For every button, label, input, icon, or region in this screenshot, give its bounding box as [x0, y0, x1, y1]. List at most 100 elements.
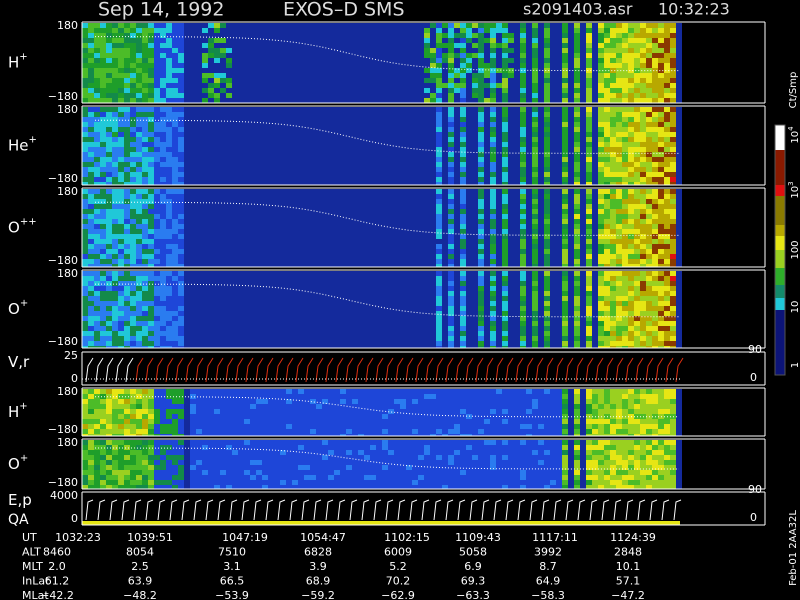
- cell: [472, 93, 478, 98]
- cell: [268, 147, 274, 152]
- cell: [118, 194, 124, 199]
- cell: [550, 199, 556, 204]
- cell: [526, 28, 532, 33]
- cell: [580, 93, 586, 98]
- cell: [328, 23, 334, 28]
- cell: [292, 117, 298, 122]
- cell: [484, 219, 490, 224]
- cell: [322, 214, 328, 219]
- cell: [526, 78, 532, 83]
- cell: [610, 107, 616, 112]
- cell: [388, 68, 394, 73]
- cell: [82, 68, 88, 73]
- cell: [280, 23, 286, 28]
- cell: [292, 53, 298, 58]
- cell: [664, 122, 670, 127]
- cell: [214, 58, 220, 63]
- cell: [148, 162, 154, 167]
- cell: [328, 264, 334, 267]
- cell: [340, 194, 346, 199]
- cell: [472, 199, 478, 204]
- cell: [502, 199, 508, 204]
- cell: [388, 117, 394, 122]
- cell: [328, 229, 334, 234]
- cell: [562, 204, 568, 209]
- cell: [118, 326, 124, 331]
- cell: [496, 172, 502, 177]
- cell: [208, 88, 214, 93]
- cell: [376, 239, 382, 244]
- cell: [418, 249, 424, 254]
- cell: [250, 38, 256, 43]
- cell: [544, 78, 550, 83]
- cell: [292, 78, 298, 83]
- cell: [82, 234, 88, 239]
- cell: [274, 48, 280, 53]
- cell: [478, 264, 484, 267]
- cell: [280, 117, 286, 122]
- cell: [346, 53, 352, 58]
- cell: [352, 259, 358, 264]
- cell: [262, 53, 268, 58]
- cell: [274, 58, 280, 63]
- cell: [106, 326, 112, 331]
- cell: [316, 122, 322, 127]
- cell: [88, 229, 94, 234]
- cell: [556, 98, 562, 103]
- cell: [526, 244, 532, 249]
- cell: [262, 28, 268, 33]
- cell: [262, 142, 268, 147]
- cell: [436, 219, 442, 224]
- cell: [628, 127, 634, 132]
- cell: [610, 214, 616, 219]
- cell: [568, 254, 574, 259]
- cell: [676, 204, 682, 209]
- cell: [394, 23, 400, 28]
- cell: [124, 182, 130, 185]
- cell: [526, 254, 532, 259]
- cell: [652, 93, 658, 98]
- cell: [166, 152, 172, 157]
- cell: [322, 172, 328, 177]
- cell: [388, 107, 394, 112]
- cell: [442, 107, 448, 112]
- cell: [622, 204, 628, 209]
- cell: [418, 172, 424, 177]
- cell: [412, 209, 418, 214]
- cell: [508, 224, 514, 229]
- cell: [130, 229, 136, 234]
- cell: [604, 219, 610, 224]
- cell: [382, 63, 388, 68]
- cell: [202, 93, 208, 98]
- cell: [334, 189, 340, 194]
- cell: [580, 229, 586, 234]
- cell: [532, 28, 538, 33]
- cell: [574, 152, 580, 157]
- cell: [472, 177, 478, 182]
- cell: [88, 177, 94, 182]
- cell: [382, 189, 388, 194]
- cell: [364, 28, 370, 33]
- cell: [274, 157, 280, 162]
- cell: [130, 182, 136, 185]
- cell: [316, 137, 322, 142]
- cell: [502, 239, 508, 244]
- cell: [232, 23, 238, 28]
- cell: [484, 48, 490, 53]
- cell: [544, 132, 550, 137]
- cell: [310, 142, 316, 147]
- cell: [202, 112, 208, 117]
- cell: [532, 23, 538, 28]
- cell: [592, 23, 598, 28]
- cell: [418, 209, 424, 214]
- cell: [256, 88, 262, 93]
- cell: [520, 162, 526, 167]
- cell: [112, 137, 118, 142]
- cell: [454, 88, 460, 93]
- cell: [652, 177, 658, 182]
- cell: [232, 229, 238, 234]
- cell: [664, 78, 670, 83]
- cell: [478, 137, 484, 142]
- cell: [160, 122, 166, 127]
- cell: [394, 88, 400, 93]
